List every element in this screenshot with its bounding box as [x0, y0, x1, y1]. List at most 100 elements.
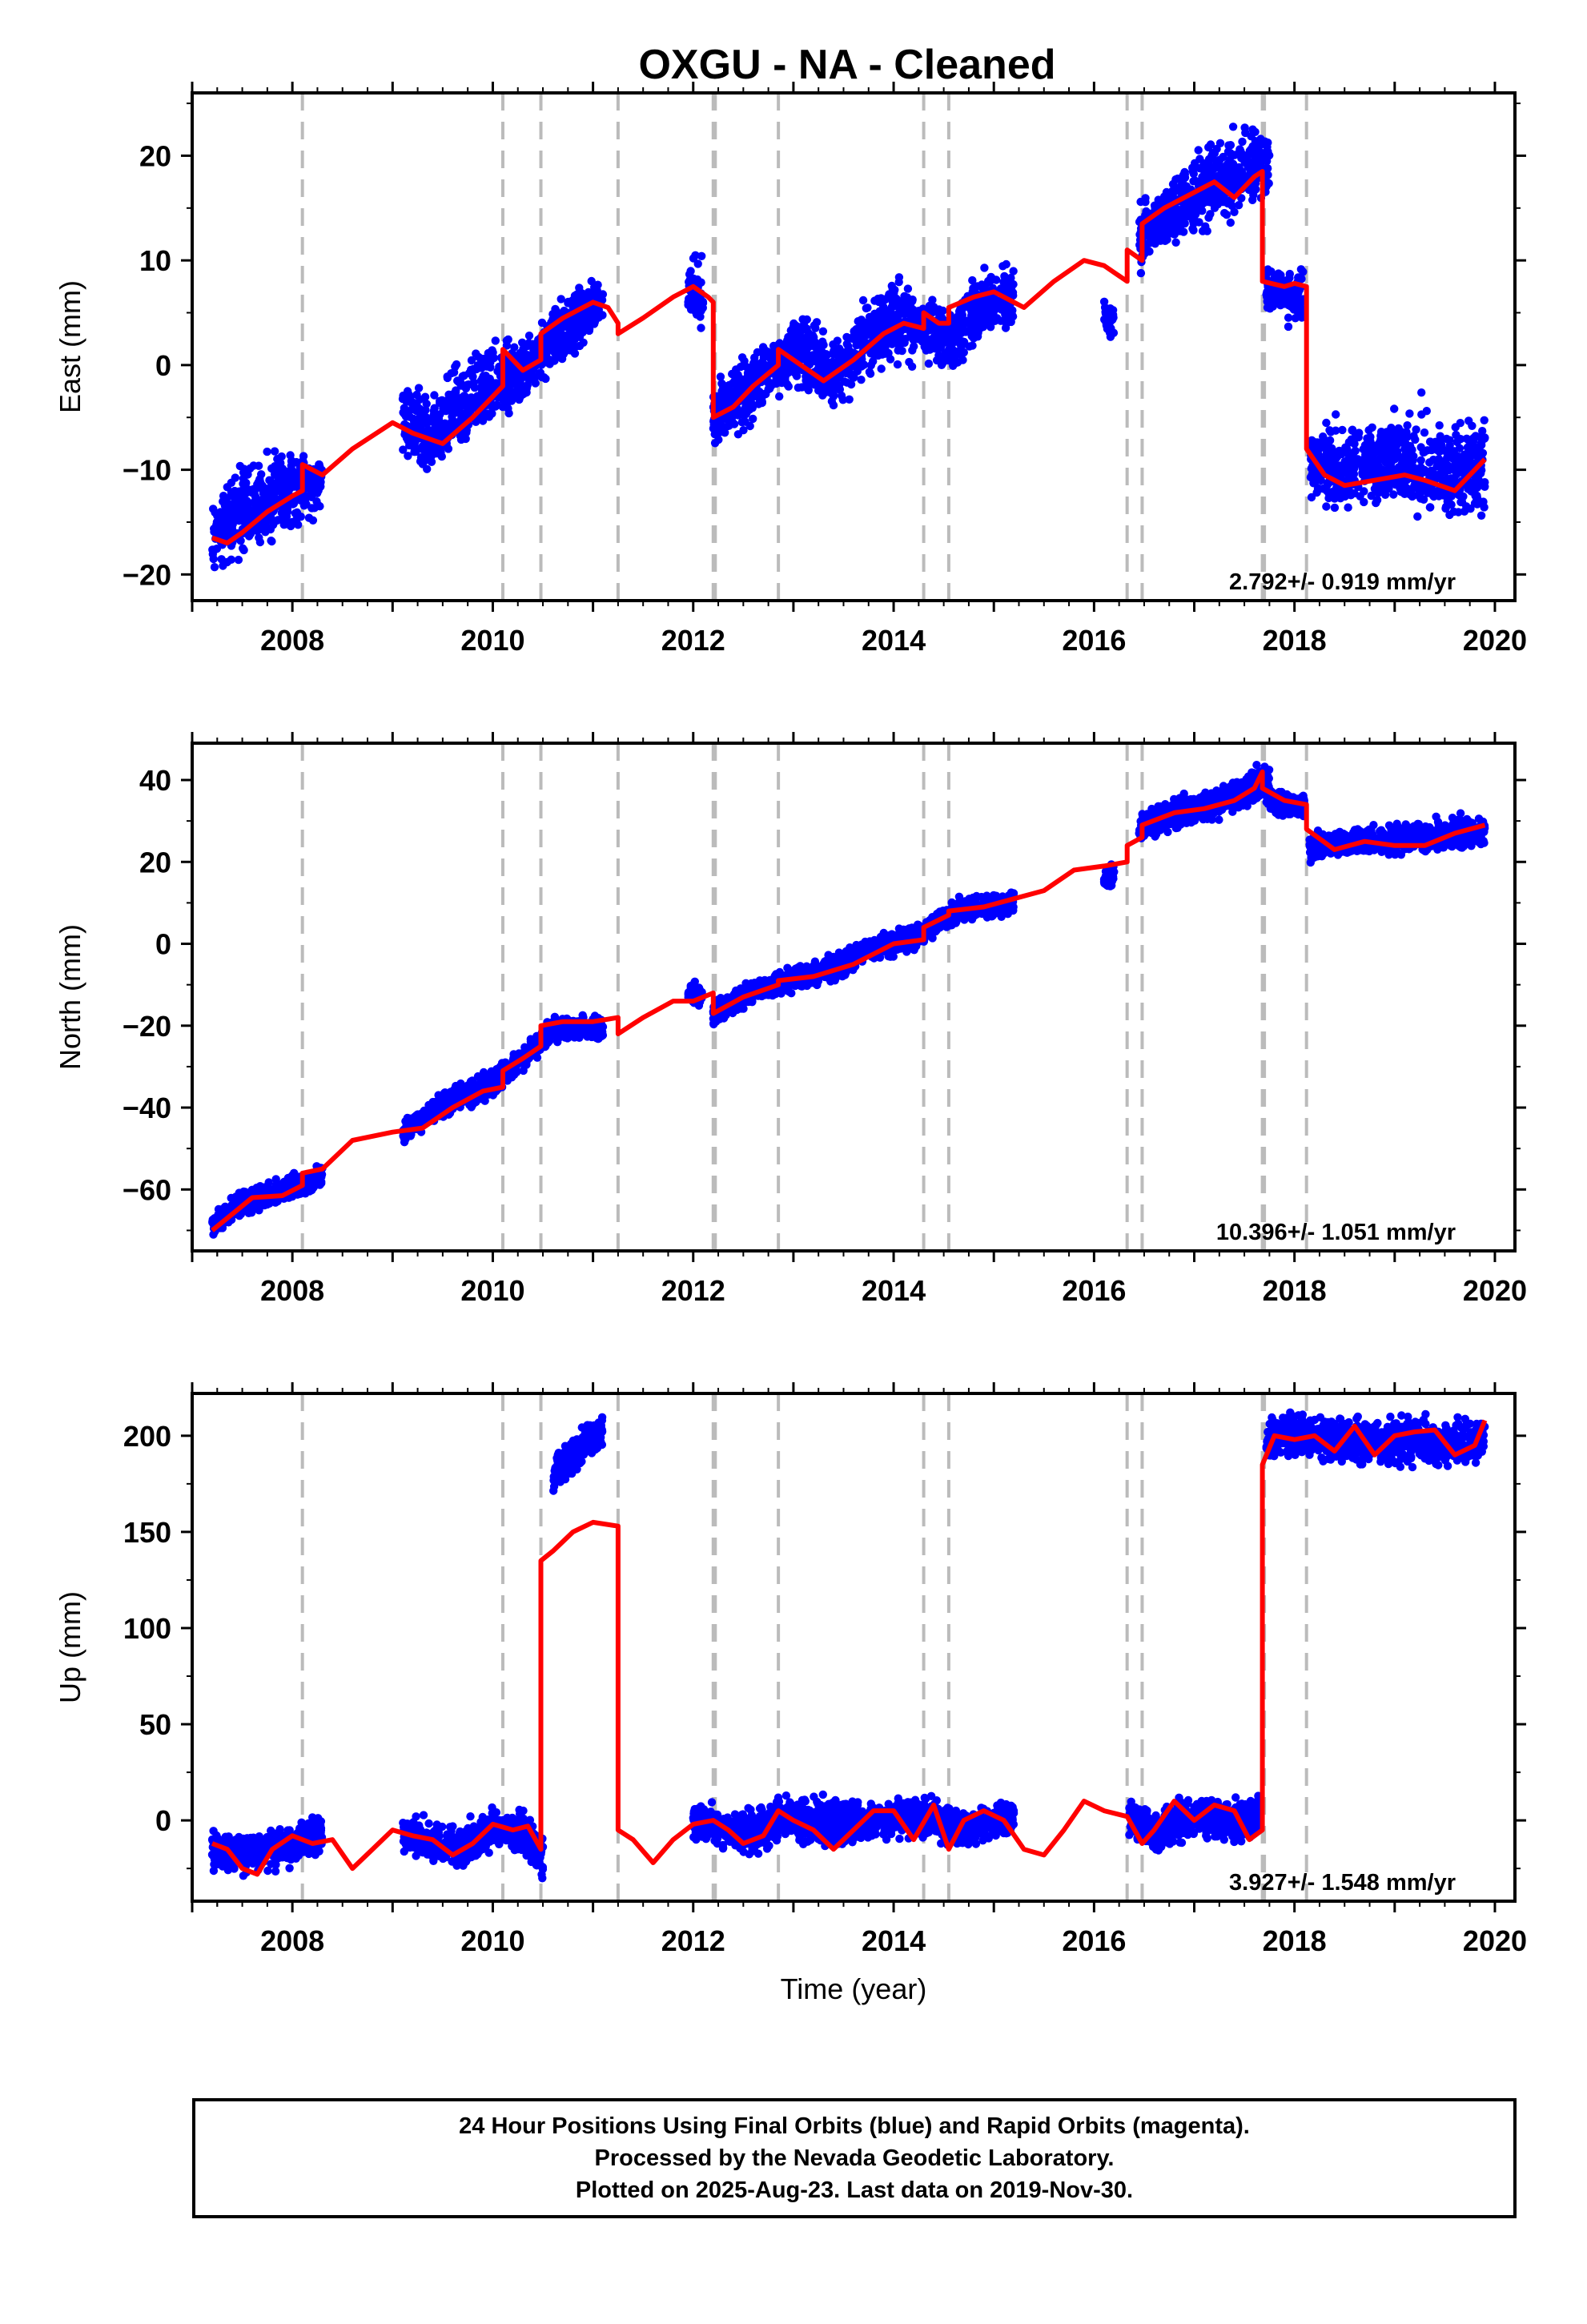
- data-point: [685, 275, 694, 284]
- data-point: [1417, 388, 1426, 397]
- data-point: [919, 337, 929, 347]
- data-point: [473, 361, 483, 370]
- data-point: [1343, 489, 1352, 499]
- data-point: [894, 278, 903, 287]
- data-point: [452, 386, 460, 395]
- data-point: [944, 356, 954, 365]
- data-point: [1314, 485, 1324, 494]
- data-point: [852, 338, 862, 348]
- data-point: [697, 251, 706, 260]
- data-point: [1163, 212, 1171, 221]
- data-point: [1294, 302, 1303, 311]
- data-point: [1381, 436, 1390, 445]
- data-point: [1392, 428, 1402, 437]
- data-point: [1260, 139, 1268, 147]
- data-point: [209, 505, 218, 513]
- data-point: [504, 363, 513, 372]
- data-point: [1207, 165, 1216, 174]
- y-tick-label: 0: [155, 349, 171, 382]
- x-tick-label: 2010: [460, 624, 524, 657]
- data-point: [969, 307, 978, 316]
- data-point: [473, 392, 482, 400]
- data-point: [561, 322, 571, 332]
- data-point: [1290, 285, 1299, 295]
- data-point: [1195, 193, 1204, 202]
- data-point: [267, 537, 276, 546]
- data-point: [307, 1178, 316, 1188]
- data-point: [1354, 432, 1363, 442]
- data-point: [1251, 127, 1260, 136]
- data-point: [794, 383, 803, 392]
- data-point: [846, 380, 856, 389]
- x-tick-label: 2020: [1463, 624, 1527, 657]
- data-point: [886, 291, 894, 300]
- data-point: [952, 319, 961, 328]
- data-point: [796, 323, 805, 332]
- data-point: [556, 332, 564, 340]
- data-point: [1359, 444, 1368, 454]
- data-point: [228, 520, 237, 529]
- data-point: [1284, 322, 1293, 332]
- data-point: [959, 320, 968, 329]
- data-point: [467, 365, 476, 374]
- data-point: [737, 375, 747, 384]
- data-point: [803, 341, 812, 350]
- data-point: [447, 400, 456, 409]
- data-point: [739, 426, 748, 435]
- data-point: [866, 369, 875, 378]
- data-point: [1289, 293, 1298, 302]
- data-point: [764, 385, 773, 394]
- data-point: [811, 324, 820, 332]
- data-point: [456, 416, 464, 425]
- data-point: [1180, 167, 1189, 177]
- data-point: [258, 504, 267, 513]
- data-point: [1477, 511, 1486, 520]
- data-point: [239, 513, 248, 522]
- data-point: [947, 344, 956, 353]
- data-point: [434, 448, 443, 457]
- data-point: [571, 316, 580, 325]
- data-point: [1364, 463, 1372, 472]
- data-point: [935, 344, 944, 353]
- data-point: [443, 373, 452, 383]
- data-point: [1210, 203, 1219, 212]
- data-point: [968, 324, 977, 333]
- data-point: [1370, 444, 1379, 454]
- data-point: [783, 364, 792, 373]
- data-point: [239, 544, 247, 553]
- data-point: [693, 259, 702, 268]
- panel-east: 2008 2010 2012 2014 2016 2018 2020−20−1001020E…: [54, 82, 1527, 657]
- data-point: [684, 298, 693, 307]
- data-point: [784, 382, 793, 391]
- data-point: [1364, 426, 1373, 435]
- data-point: [829, 400, 838, 410]
- data-point: [857, 362, 866, 371]
- data-point: [1408, 492, 1417, 501]
- data-point: [456, 402, 465, 412]
- data-point: [537, 372, 546, 382]
- data-point: [1462, 434, 1472, 443]
- data-point: [903, 284, 913, 293]
- data-point: [845, 395, 854, 404]
- data-point: [1423, 446, 1432, 455]
- data-point: [737, 418, 746, 427]
- data-point: [959, 348, 969, 357]
- data-point: [980, 263, 989, 272]
- data-point: [866, 361, 876, 370]
- x-tick-label: 2014: [862, 624, 926, 657]
- data-point: [1449, 449, 1459, 458]
- data-point: [968, 341, 977, 350]
- data-point: [1001, 324, 1010, 332]
- data-point: [968, 275, 977, 285]
- data-point: [1156, 196, 1165, 206]
- data-point: [930, 332, 938, 341]
- data-point: [227, 555, 235, 564]
- data-point: [254, 461, 263, 470]
- data-point: [729, 420, 739, 428]
- data-point: [1200, 226, 1209, 235]
- data-point: [280, 1178, 289, 1187]
- data-point: [504, 408, 513, 418]
- data-point: [1284, 313, 1293, 322]
- data-point: [1228, 151, 1237, 160]
- data-point: [1307, 493, 1316, 502]
